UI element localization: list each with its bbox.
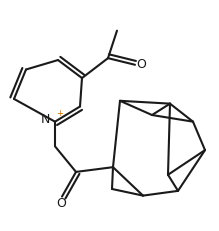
- Text: O: O: [137, 58, 147, 71]
- Text: +: +: [56, 109, 63, 119]
- Text: N: N: [41, 113, 51, 126]
- Text: O: O: [57, 197, 66, 210]
